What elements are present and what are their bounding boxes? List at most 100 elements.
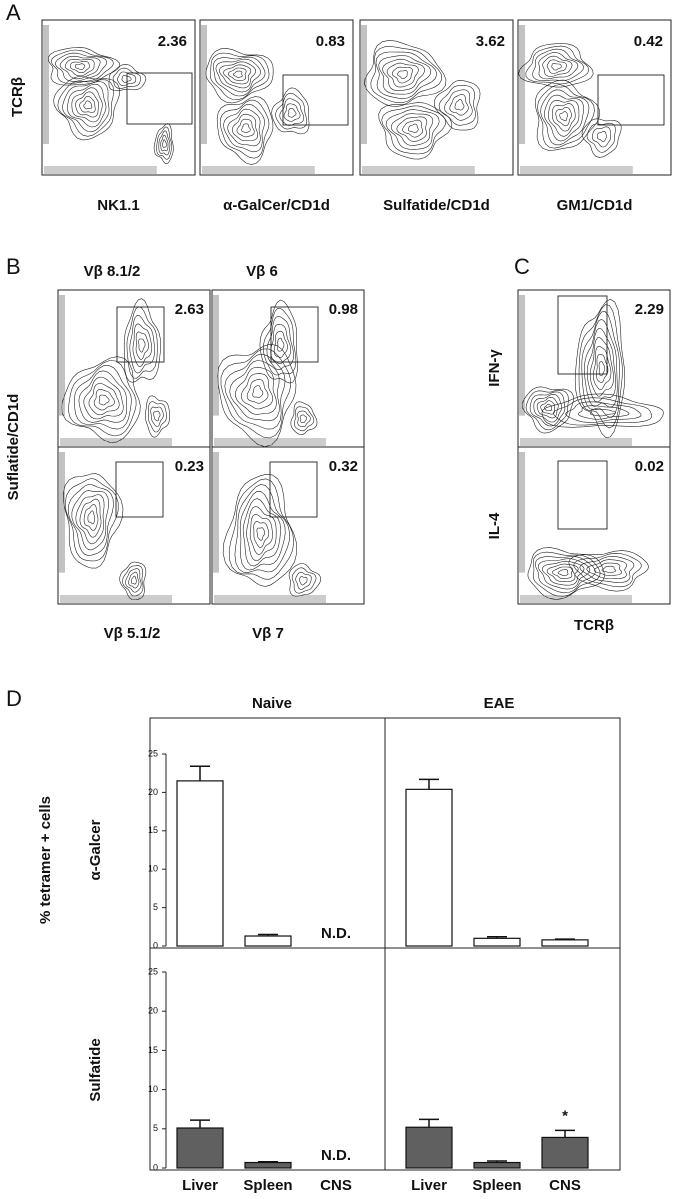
gate	[557, 295, 608, 375]
plot-frame	[57, 446, 211, 605]
plot-frame	[41, 19, 196, 176]
y-tick-label: 0	[153, 1162, 158, 1172]
contour	[259, 299, 298, 384]
contour	[119, 561, 147, 601]
error-bar	[555, 938, 575, 940]
gate	[115, 461, 164, 518]
contour	[433, 79, 481, 131]
plot-frame	[517, 446, 671, 605]
contour	[535, 79, 600, 151]
contour	[518, 43, 594, 88]
gate-value: 0.02	[635, 458, 664, 475]
contour	[574, 298, 626, 438]
x-tick-label: CNS	[320, 1177, 352, 1194]
gate	[269, 461, 318, 518]
contour	[527, 547, 605, 600]
contour	[53, 76, 121, 141]
y-tick-label: 5	[153, 1123, 158, 1133]
value-label: *	[562, 1107, 568, 1124]
x-label: NK1.1	[97, 197, 140, 214]
contour	[541, 393, 664, 428]
error-bar	[555, 1129, 575, 1138]
gate-value: 0.32	[329, 458, 358, 475]
contour	[108, 64, 147, 92]
y-tick-label: 20	[148, 1006, 158, 1016]
x-tick-label: Liver	[411, 1177, 447, 1194]
row-label: IFN-γ	[486, 349, 503, 387]
contour	[378, 102, 453, 160]
x-tick-label: Liver	[182, 1177, 218, 1194]
y-tick-label: 10	[148, 1084, 158, 1094]
gate-value: 0.83	[316, 33, 345, 50]
y-tick-label: 15	[148, 1045, 158, 1055]
x-label: Sulfatide/CD1d	[383, 197, 490, 214]
row-label: IL-4	[486, 512, 503, 539]
chart-title: EAE	[484, 695, 515, 712]
gate-value: 2.36	[158, 33, 187, 50]
y-tick-label: 25	[148, 748, 158, 758]
error-bar	[419, 1118, 439, 1128]
panel-label: C	[514, 254, 530, 279]
column-label: Vβ 6	[246, 263, 278, 280]
y-tick-label: 20	[148, 787, 158, 797]
column-label: Vβ 7	[252, 625, 284, 642]
gate	[270, 306, 319, 363]
error-bar	[487, 936, 507, 939]
plot-frame	[359, 19, 514, 176]
error-bar	[190, 765, 210, 781]
error-bar	[190, 1119, 210, 1129]
bar	[405, 1126, 453, 1169]
x-tick-label: Spleen	[243, 1177, 292, 1194]
y-label: TCRβ	[9, 77, 26, 117]
contour	[288, 563, 321, 597]
x-label: GM1/CD1d	[557, 197, 633, 214]
column-label: Vβ 8.1/2	[84, 263, 141, 280]
contour	[153, 123, 174, 165]
plot-frame	[199, 19, 354, 176]
panel-label: A	[6, 0, 21, 25]
y-tick-label: 10	[148, 864, 158, 874]
panel-label: B	[6, 254, 21, 279]
plot-frame	[211, 446, 365, 605]
gate-value: 0.42	[634, 33, 663, 50]
plot-frame	[517, 19, 672, 176]
bar	[244, 1161, 292, 1169]
x-label: α-GalCer/CD1d	[223, 197, 330, 214]
contour	[290, 401, 318, 436]
error-bar	[258, 933, 278, 937]
y-label: % tetramer + cells	[37, 796, 54, 924]
gate-value: 3.62	[476, 33, 505, 50]
gate-value: 2.63	[175, 301, 204, 318]
error-bar	[258, 1160, 278, 1163]
column-label: Vβ 5.1/2	[104, 625, 161, 642]
y-tick-label: 5	[153, 902, 158, 912]
bar	[176, 1127, 224, 1169]
contour	[568, 550, 649, 592]
y-label: Suflatide/CD1d	[5, 394, 22, 501]
bar	[244, 935, 292, 947]
bar	[541, 1136, 589, 1169]
contour	[61, 356, 141, 443]
chart-title: Naive	[252, 695, 292, 712]
x-tick-label: Spleen	[472, 1177, 521, 1194]
gate-value: 0.23	[175, 458, 204, 475]
contour	[581, 118, 622, 158]
contour	[47, 46, 121, 86]
gate	[116, 306, 165, 363]
gate-value: 2.29	[635, 301, 664, 318]
gate	[126, 72, 193, 125]
gate	[282, 74, 349, 126]
error-bar	[487, 1160, 507, 1163]
contour	[271, 87, 310, 135]
x-label: TCRβ	[574, 617, 614, 634]
contour	[205, 48, 274, 104]
y-tick-label: 15	[148, 825, 158, 835]
contour	[217, 343, 297, 448]
value-label: N.D.	[321, 925, 351, 942]
y-tick-label: 0	[153, 940, 158, 950]
contour	[144, 395, 170, 438]
bar	[473, 1161, 521, 1169]
contour	[222, 473, 298, 587]
value-label: N.D.	[321, 1147, 351, 1164]
gate	[597, 74, 665, 126]
